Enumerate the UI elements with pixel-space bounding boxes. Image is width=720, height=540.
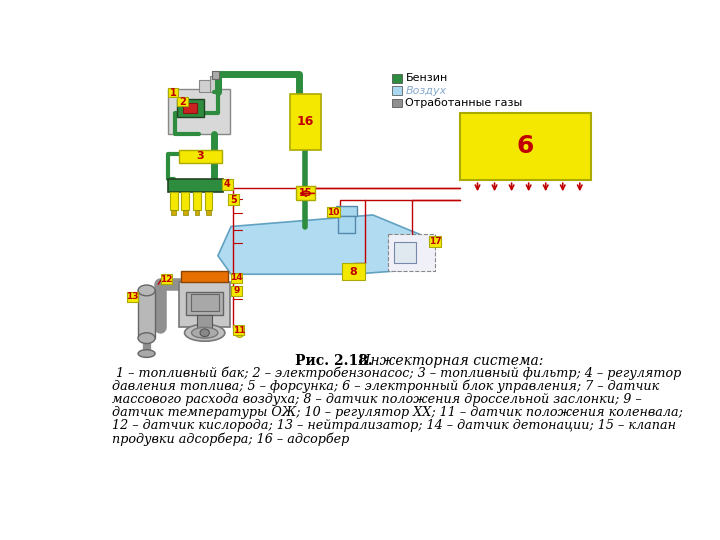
Text: 2: 2: [179, 97, 186, 107]
Bar: [388, 234, 435, 271]
Ellipse shape: [184, 325, 225, 341]
Bar: [428, 236, 441, 247]
Text: 13: 13: [127, 293, 139, 301]
Text: 3: 3: [197, 151, 204, 161]
Text: 11: 11: [233, 326, 245, 335]
Ellipse shape: [192, 327, 218, 338]
Bar: [210, 76, 221, 92]
Bar: [191, 294, 219, 311]
Bar: [212, 71, 220, 79]
Text: 5: 5: [230, 194, 237, 205]
Bar: [171, 211, 176, 215]
Text: давления топлива; 5 – форсунка; 6 – электронный блок управления; 7 – датчик: давления топлива; 5 – форсунка; 6 – элек…: [112, 380, 659, 393]
Text: массового расхода воздуха; 8 – датчик положения дроссельной заслонки; 9 –: массового расхода воздуха; 8 – датчик по…: [112, 393, 642, 406]
Bar: [161, 274, 172, 284]
Text: 17: 17: [428, 237, 441, 246]
Text: Бензин: Бензин: [405, 73, 448, 83]
Bar: [296, 186, 315, 200]
Bar: [186, 292, 223, 315]
Bar: [194, 211, 199, 215]
Text: Отработанные газы: Отработанные газы: [405, 98, 523, 108]
Text: 10: 10: [327, 208, 340, 217]
Text: 12: 12: [161, 275, 173, 284]
Text: Рис. 2.18.: Рис. 2.18.: [295, 354, 373, 368]
Text: 1: 1: [169, 87, 176, 98]
Bar: [177, 97, 188, 106]
Bar: [168, 88, 179, 97]
Bar: [181, 192, 189, 211]
Text: 12 – датчик кислорода; 13 – нейтрализатор; 14 – датчик детонации; 15 – клапан: 12 – датчик кислорода; 13 – нейтрализато…: [112, 419, 675, 432]
Ellipse shape: [138, 350, 155, 357]
Polygon shape: [218, 215, 423, 274]
Text: 1 – топливный бак; 2 – электробензонасос; 3 – топливный фильтр; 4 – регулятор: 1 – топливный бак; 2 – электробензонасос…: [112, 367, 681, 380]
Ellipse shape: [138, 285, 155, 296]
Bar: [204, 192, 212, 211]
Bar: [127, 292, 138, 302]
Bar: [231, 286, 242, 296]
Text: 9: 9: [233, 286, 240, 295]
Bar: [222, 179, 233, 190]
Bar: [168, 90, 230, 134]
Bar: [177, 99, 204, 117]
Ellipse shape: [138, 333, 155, 343]
Bar: [392, 99, 402, 107]
Ellipse shape: [235, 331, 243, 338]
Ellipse shape: [200, 329, 210, 336]
Bar: [338, 217, 355, 233]
Bar: [228, 194, 239, 205]
Bar: [138, 291, 155, 338]
Bar: [183, 211, 188, 215]
Bar: [168, 179, 223, 192]
Bar: [183, 103, 197, 113]
Text: 8: 8: [350, 267, 357, 277]
Bar: [197, 315, 212, 329]
Bar: [179, 282, 230, 327]
Text: Воздух: Воздух: [405, 86, 446, 96]
Bar: [170, 192, 178, 211]
Bar: [392, 74, 402, 83]
Text: 14: 14: [230, 273, 243, 282]
Bar: [206, 211, 211, 215]
Text: 4: 4: [224, 179, 230, 189]
Bar: [342, 264, 365, 280]
Bar: [231, 273, 242, 283]
Text: 16: 16: [297, 115, 314, 129]
Bar: [336, 206, 356, 217]
Bar: [233, 325, 244, 335]
Text: продувки адсорбера; 16 – адсорбер: продувки адсорбера; 16 – адсорбер: [112, 432, 349, 445]
Bar: [394, 242, 415, 264]
Bar: [199, 80, 218, 92]
Bar: [179, 150, 222, 164]
Text: датчик температуры ОЖ; 10 – регулятор ХХ; 11 – датчик положения коленвала;: датчик температуры ОЖ; 10 – регулятор ХХ…: [112, 406, 683, 419]
Text: 15: 15: [299, 188, 312, 198]
Text: 6: 6: [517, 134, 534, 158]
Bar: [461, 112, 590, 180]
Bar: [181, 271, 228, 282]
Bar: [392, 86, 402, 95]
Text: Инжекторная система:: Инжекторная система:: [354, 354, 543, 368]
Bar: [290, 94, 321, 150]
Bar: [193, 192, 201, 211]
Bar: [327, 207, 340, 217]
